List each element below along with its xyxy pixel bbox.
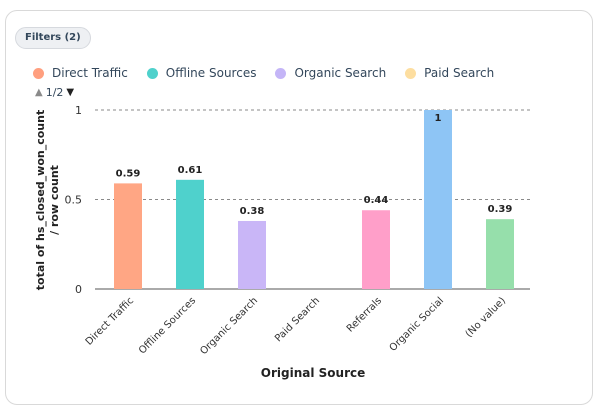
legend-swatch	[33, 67, 44, 79]
filters-button[interactable]: Filters (2)	[15, 27, 91, 49]
data-label: 0.39	[488, 204, 513, 215]
legend-item-organic-search[interactable]: Organic Search	[275, 66, 386, 80]
y-axis-label-line: total of hs_closed_won_count	[34, 110, 47, 290]
legend-label: Organic Search	[294, 66, 387, 80]
x-tick-label: Organic Social	[388, 295, 447, 354]
data-label: 0.38	[240, 206, 265, 217]
triangle-down-icon[interactable]: ▼	[66, 87, 75, 98]
y-tick-label: 1	[75, 104, 82, 117]
data-label: 0.61	[178, 165, 203, 176]
legend-label: Direct Traffic	[52, 66, 128, 80]
x-tick-label: Paid Search	[273, 295, 322, 344]
legend-item-offline-sources[interactable]: Offline Sources	[146, 66, 257, 80]
legend-swatch	[146, 67, 158, 79]
legend-item-paid-search[interactable]: Paid Search	[405, 66, 494, 80]
bar	[114, 183, 142, 289]
bar	[238, 220, 266, 289]
data-label: 1	[435, 113, 442, 124]
data-label: 0.59	[116, 168, 141, 179]
x-tick-label: Direct Traffic	[84, 295, 136, 347]
y-tick-label: 0.5	[65, 194, 83, 207]
legend-label: Offline Sources	[165, 66, 257, 80]
bar	[486, 219, 514, 289]
chart-legend: Direct Traffic Offline Sources Organic S…	[33, 66, 513, 80]
y-axis-label-line: / row count	[48, 165, 61, 235]
chart-card	[5, 10, 593, 405]
legend-page-indicator: 1/2	[45, 86, 64, 99]
legend-item-direct-traffic[interactable]: Direct Traffic	[33, 66, 128, 80]
legend-pager: ▲ 1/2 ▼	[35, 86, 74, 99]
legend-swatch	[275, 67, 287, 79]
y-axis-label: total of hs_closed_won_count/ row count	[34, 110, 61, 290]
y-tick-label: 0	[75, 283, 82, 296]
legend-label: Paid Search	[424, 66, 495, 80]
legend-swatch	[405, 67, 417, 79]
bar	[424, 110, 452, 289]
x-tick-label: Organic Search	[198, 295, 260, 357]
triangle-up-icon[interactable]: ▲	[35, 87, 43, 98]
x-tick-label: (No value)	[464, 295, 509, 340]
data-label: 0.44	[364, 195, 389, 206]
x-tick-label: Referrals	[345, 295, 384, 334]
x-tick-label: Offline Sources	[137, 295, 198, 356]
bar	[176, 179, 204, 289]
x-axis-label: Original Source	[261, 366, 365, 380]
bar	[362, 210, 390, 289]
